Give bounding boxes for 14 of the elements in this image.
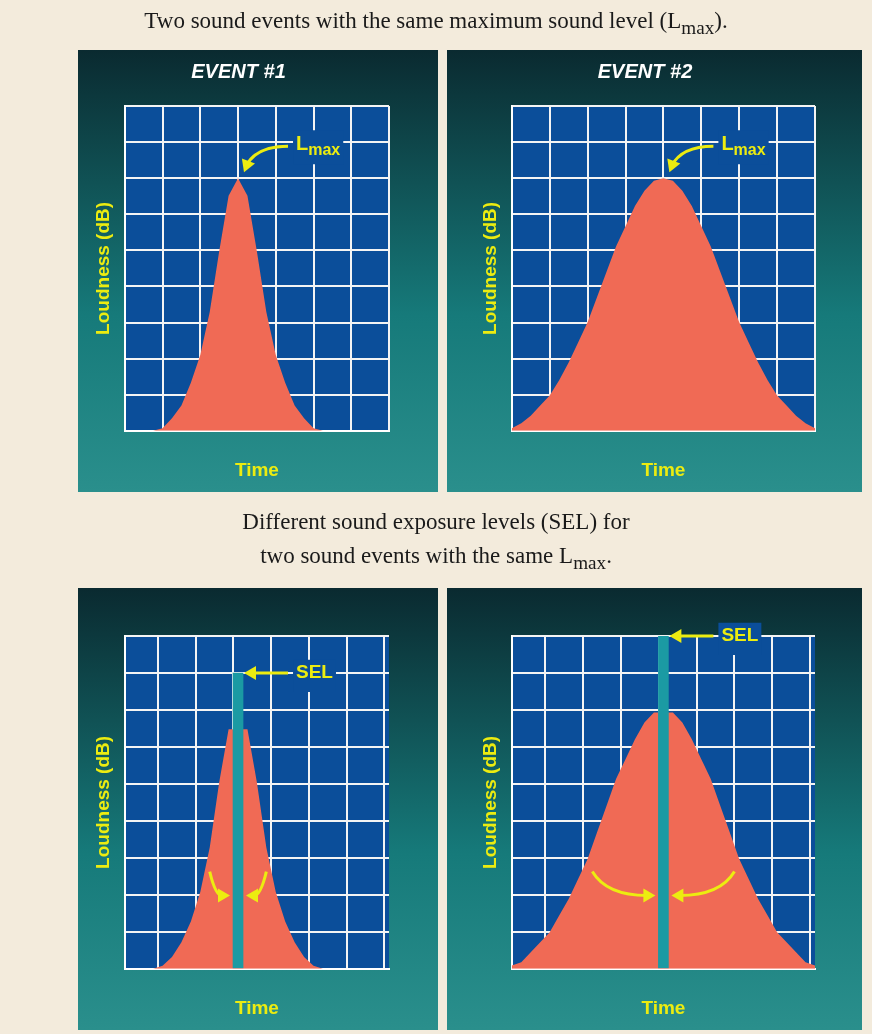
x-axis-title: Time xyxy=(641,458,686,480)
annotation: SEL xyxy=(721,624,759,646)
text: Two sound events with the same maximum sound level (L$_{max}$). xyxy=(143,7,729,40)
y-axis-title: Loudness (dB) xyxy=(478,735,500,869)
x-axis-title: Time xyxy=(234,458,279,480)
text: Different sound exposure levels (SEL) for two sound events with the same L$_{max}$. xyxy=(241,508,631,575)
x-axis-title: Time xyxy=(234,996,279,1018)
y-axis-title: Loudness (dB) xyxy=(478,201,500,335)
chart-title: EVENT #2 xyxy=(597,59,693,82)
y-axis-title: Loudness (dB) xyxy=(91,735,113,869)
x-axis-title: Time xyxy=(641,996,686,1018)
y-axis-title: Loudness (dB) xyxy=(91,201,113,335)
chart-title: EVENT #1 xyxy=(191,59,286,82)
annotation: SEL xyxy=(296,661,334,683)
